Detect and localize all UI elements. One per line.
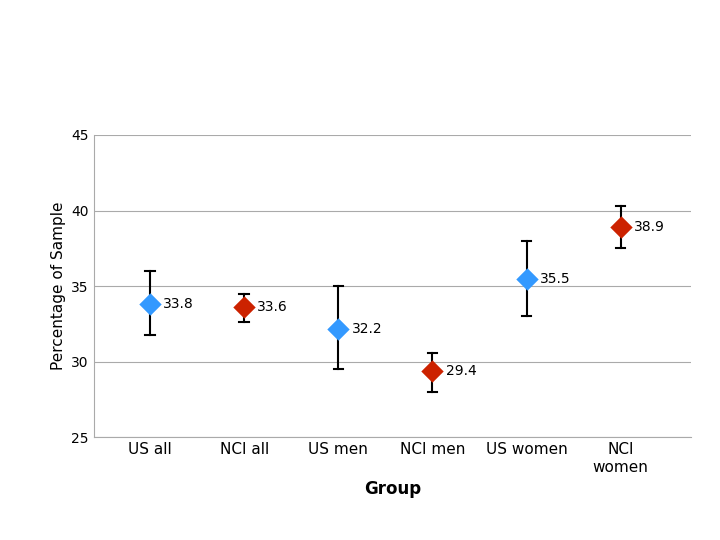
Text: (BMI ≥ 30.0):: (BMI ≥ 30.0): bbox=[414, 32, 549, 51]
Text: 38.9: 38.9 bbox=[634, 220, 665, 234]
Text: THE UNIVERSITY OF: THE UNIVERSITY OF bbox=[45, 26, 114, 33]
Text: % Obese: % Obese bbox=[288, 31, 390, 52]
Text: 35.5: 35.5 bbox=[540, 272, 570, 286]
Y-axis label: Percentage of Sample: Percentage of Sample bbox=[50, 202, 66, 370]
Point bbox=[333, 324, 344, 333]
Text: 29.4: 29.4 bbox=[446, 364, 477, 378]
Text: Means and 95% CI,  US vs NCI: Means and 95% CI, US vs NCI bbox=[300, 79, 593, 99]
Point bbox=[615, 223, 626, 232]
Text: SYDNEY: SYDNEY bbox=[45, 58, 114, 73]
Point bbox=[427, 367, 438, 375]
Text: 33.8: 33.8 bbox=[163, 298, 194, 312]
Point bbox=[238, 303, 250, 312]
Point bbox=[144, 300, 156, 309]
Text: 32.2: 32.2 bbox=[351, 321, 382, 335]
X-axis label: Group: Group bbox=[364, 480, 421, 498]
Text: 33.6: 33.6 bbox=[257, 300, 288, 314]
Point bbox=[521, 274, 532, 283]
